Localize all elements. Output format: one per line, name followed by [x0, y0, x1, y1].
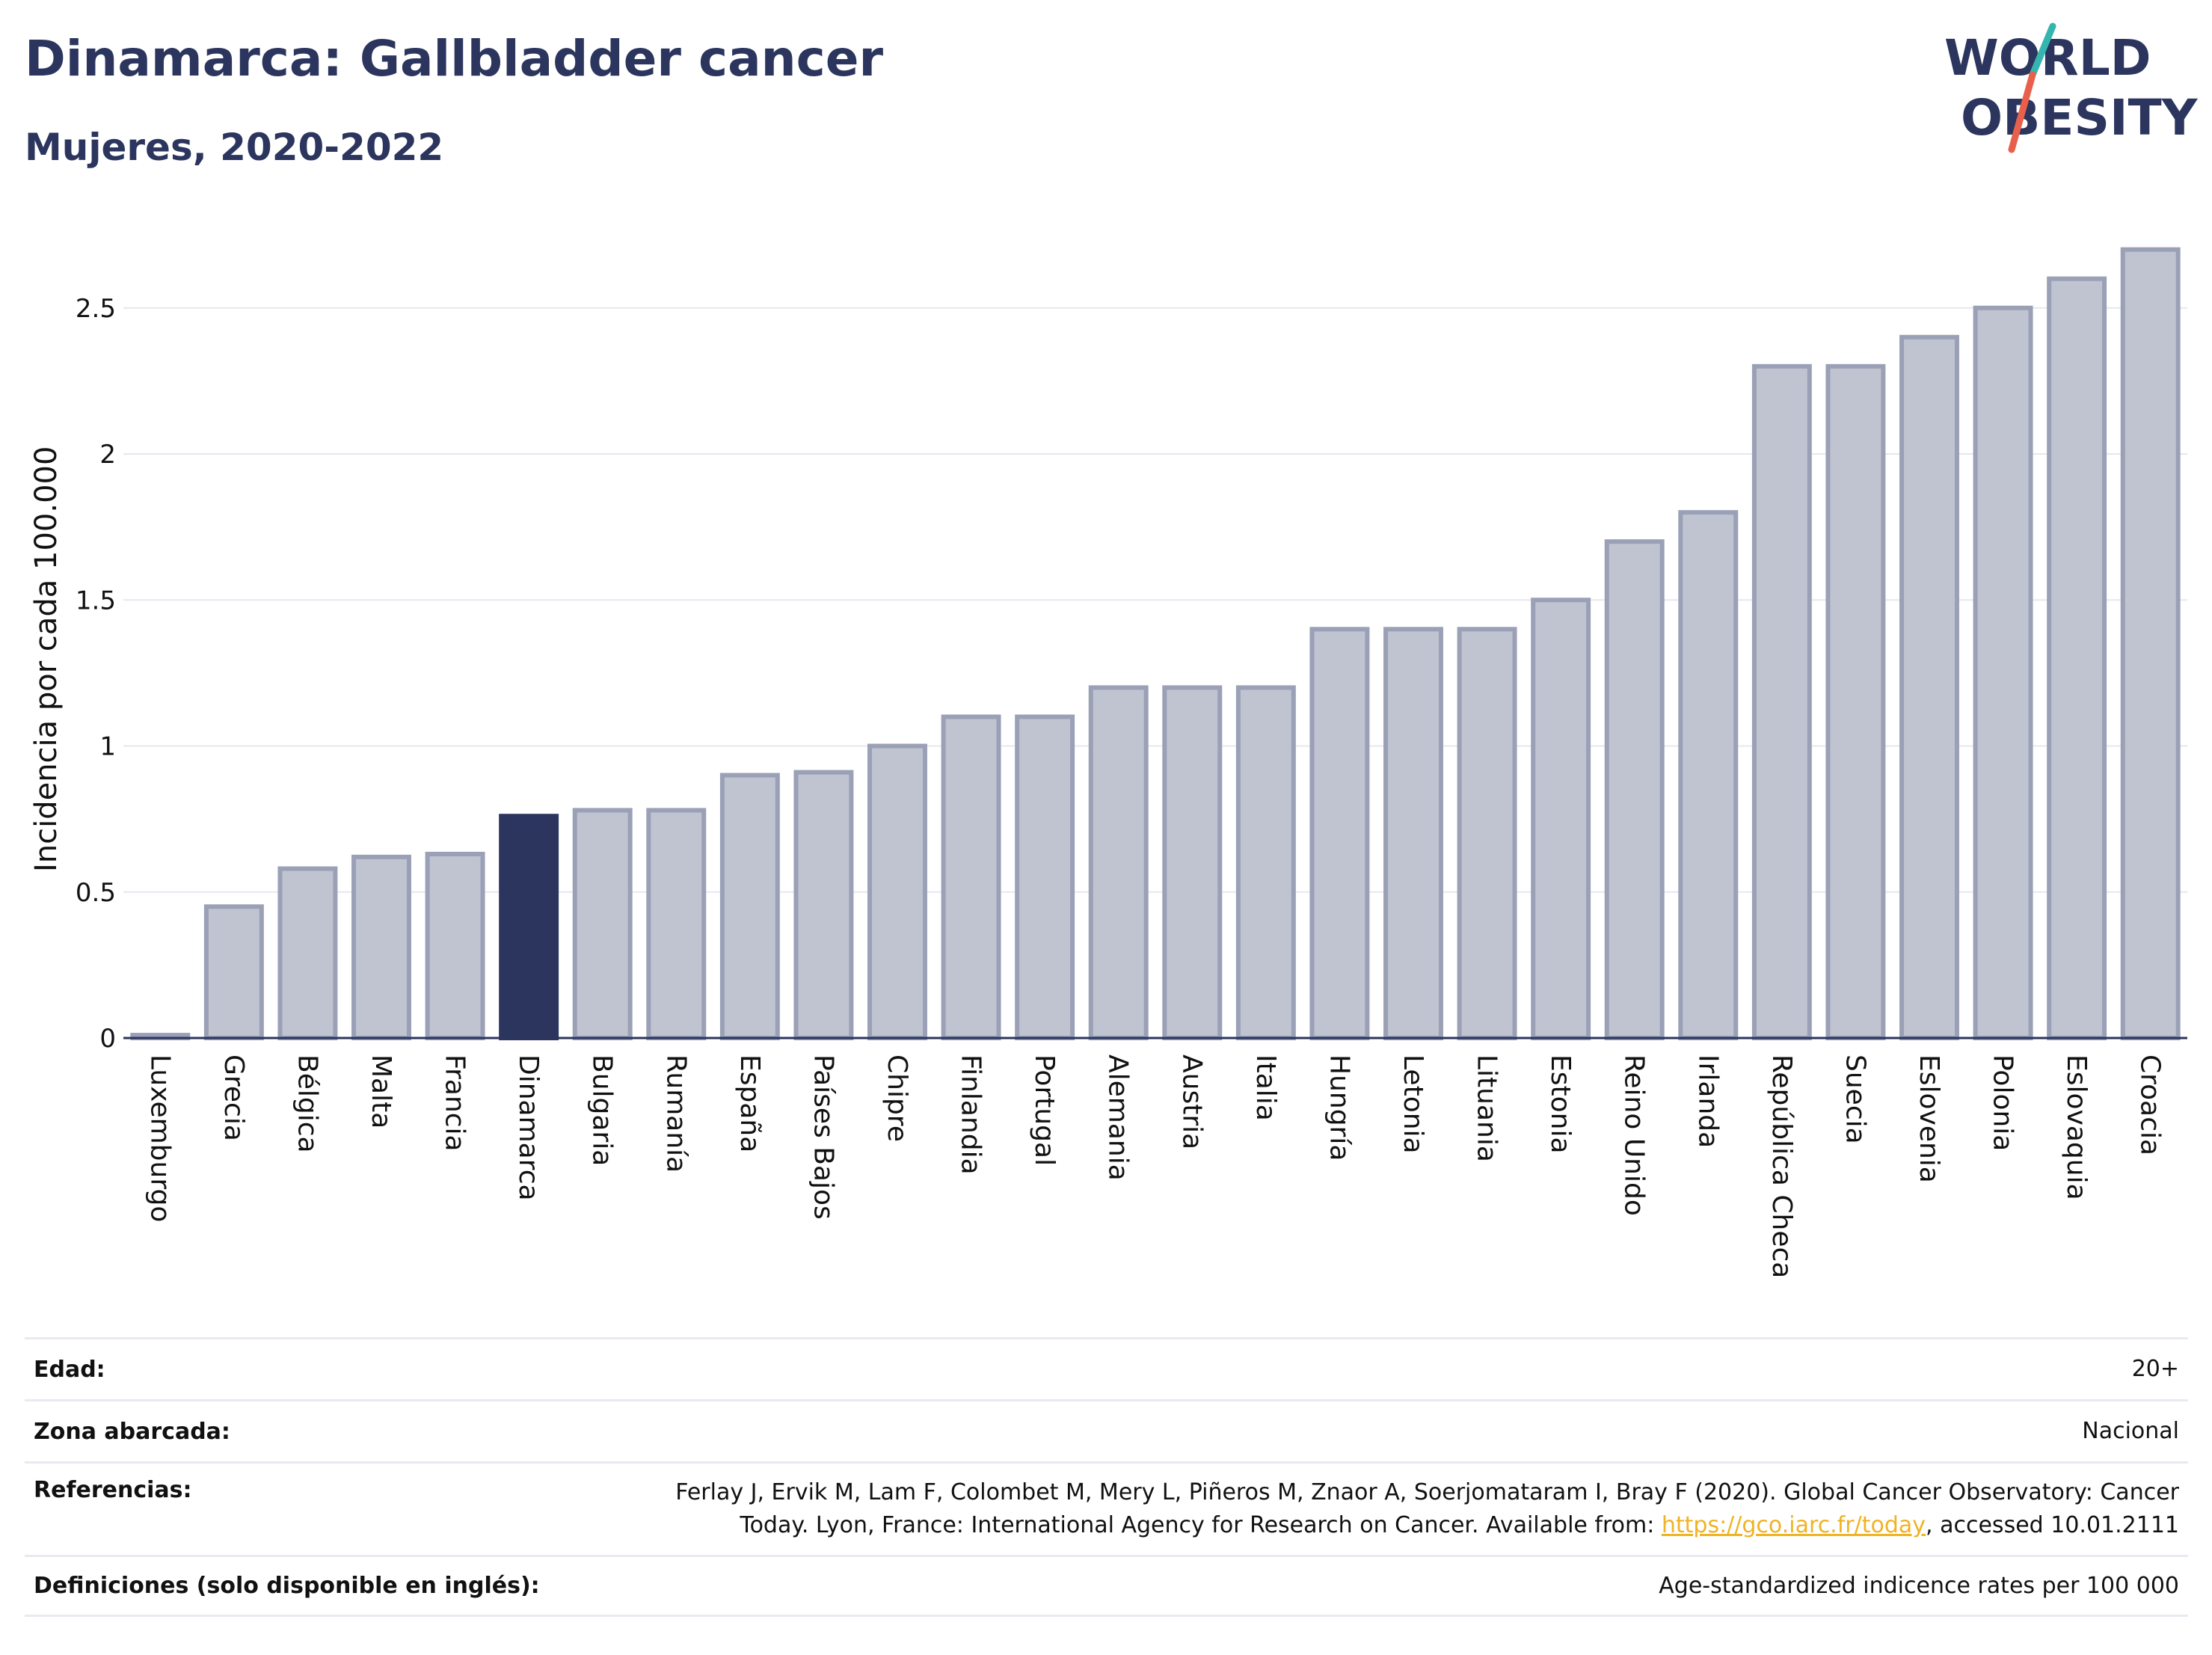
bar[interactable]	[572, 808, 633, 1041]
bar[interactable]	[277, 866, 338, 1041]
bar[interactable]	[2047, 276, 2107, 1040]
x-tick-label: Eslovenia	[1914, 1054, 1944, 1183]
bar[interactable]	[1604, 539, 1665, 1040]
bar[interactable]	[2120, 247, 2181, 1040]
x-tick-label: Bélgica	[292, 1054, 322, 1153]
x-tick-label: Dinamarca	[513, 1054, 544, 1201]
page-subtitle: Mujeres, 2020-2022	[25, 126, 444, 169]
age-value: 20+	[2131, 1356, 2179, 1382]
x-tick-label: Alemania	[1103, 1054, 1134, 1181]
x-tick-label: Lituania	[1472, 1054, 1502, 1162]
x-tick-label: Letonia	[1398, 1054, 1428, 1154]
bar[interactable]	[867, 743, 927, 1040]
x-tick-label: Irlanda	[1692, 1054, 1723, 1148]
x-tick-label: Eslovaquia	[2061, 1054, 2092, 1200]
x-tick-label: Luxemburgo	[144, 1054, 175, 1222]
bar[interactable]	[793, 770, 854, 1041]
x-tick-label: Austria	[1176, 1054, 1207, 1149]
x-tick-label: Portugal	[1029, 1054, 1060, 1166]
bar[interactable]	[646, 808, 707, 1041]
y-tick-label: 0.5	[76, 878, 116, 908]
x-tick-label: Malta	[366, 1054, 396, 1129]
x-tick-label: Polonia	[1988, 1054, 2018, 1151]
bar[interactable]	[1751, 363, 1812, 1041]
definitions-label: Definiciones (solo disponible en inglés)…	[34, 1573, 540, 1599]
logo-slash-red	[2008, 71, 2036, 153]
references-line-1: Ferlay J, Ervik M, Lam F, Colombet M, Me…	[675, 1479, 2179, 1505]
references-line-2-pre: Today. Lyon, France: International Agenc…	[740, 1512, 1662, 1538]
bar[interactable]	[499, 814, 559, 1040]
meta-row-references: Referencias: Ferlay J, Ervik M, Lam F, C…	[25, 1461, 2188, 1555]
x-tick-label: Reino Unido	[1619, 1054, 1650, 1216]
age-label: Edad:	[34, 1356, 105, 1383]
y-tick-label: 0	[99, 1024, 116, 1054]
y-tick-label: 1	[99, 732, 116, 762]
x-tick-label: Croacia	[2135, 1054, 2166, 1155]
y-tick-label: 2	[99, 440, 116, 470]
bar[interactable]	[941, 714, 1001, 1040]
x-tick-label: Bulgaria	[587, 1054, 618, 1166]
bar[interactable]	[425, 851, 485, 1040]
bar[interactable]	[1899, 334, 1959, 1040]
references-label: Referencias:	[34, 1477, 192, 1503]
metadata-table: Edad: 20+ Zona abarcada: Nacional Refere…	[25, 1337, 2188, 1617]
logo-text-obesity: OBESITY	[1961, 89, 2199, 147]
references-value: Ferlay J, Ervik M, Lam F, Colombet M, Me…	[675, 1476, 2179, 1542]
bar[interactable]	[1015, 714, 1075, 1040]
x-tick-label: Hungría	[1324, 1054, 1354, 1161]
bar[interactable]	[1457, 627, 1517, 1040]
area-label: Zona abarcada:	[34, 1418, 230, 1445]
bar[interactable]	[1531, 598, 1591, 1040]
bar[interactable]	[1973, 305, 2033, 1040]
world-obesity-logo: WORLD OBESITY	[1944, 22, 2199, 153]
x-tick-label: Rumanía	[660, 1054, 691, 1173]
x-tick-label: Grecia	[218, 1054, 249, 1141]
x-tick-label: España	[734, 1054, 765, 1152]
meta-row-area: Zona abarcada: Nacional	[25, 1399, 2188, 1461]
y-tick-label: 1.5	[76, 586, 116, 615]
bar[interactable]	[351, 854, 411, 1041]
x-tick-label: Chipre	[882, 1054, 912, 1142]
bar[interactable]	[1678, 510, 1739, 1040]
page-title: Dinamarca: Gallbladder cancer	[25, 30, 884, 87]
x-tick-label: Francia	[440, 1054, 470, 1152]
references-line-2-post: , accessed 10.01.2111	[1926, 1512, 2179, 1538]
area-value: Nacional	[2082, 1418, 2179, 1444]
bar[interactable]	[1088, 685, 1149, 1041]
bar[interactable]	[203, 904, 264, 1041]
x-tick-label: República Checa	[1766, 1054, 1797, 1278]
meta-row-age: Edad: 20+	[25, 1337, 2188, 1399]
x-tick-label: Países Bajos	[808, 1054, 838, 1220]
bar[interactable]	[1309, 627, 1370, 1040]
bar-chart: 0 0.5 1 1.5 2 2.5 Incidencia por cada 100.000 L…	[29, 247, 2187, 1278]
x-tick-label: Suecia	[1840, 1054, 1870, 1144]
x-tick-label: Finlandia	[956, 1054, 986, 1175]
references-link[interactable]: https://gco.iarc.fr/today	[1661, 1512, 1926, 1538]
bar[interactable]	[1825, 363, 1886, 1041]
bar[interactable]	[719, 773, 780, 1041]
y-axis-title: Incidencia por cada 100.000	[29, 446, 64, 873]
x-tick-label: Italia	[1250, 1054, 1281, 1121]
logo-slash-teal	[2029, 22, 2056, 79]
definitions-value: Age-standardized indicence rates per 100…	[1659, 1572, 2179, 1599]
bar[interactable]	[1162, 685, 1223, 1041]
x-tick-label: Estonia	[1545, 1054, 1576, 1154]
meta-row-definitions: Definiciones (solo disponible en inglés)…	[25, 1555, 2188, 1617]
bar[interactable]	[1383, 627, 1443, 1040]
bar[interactable]	[1235, 685, 1296, 1041]
y-tick-label: 2.5	[76, 294, 116, 324]
